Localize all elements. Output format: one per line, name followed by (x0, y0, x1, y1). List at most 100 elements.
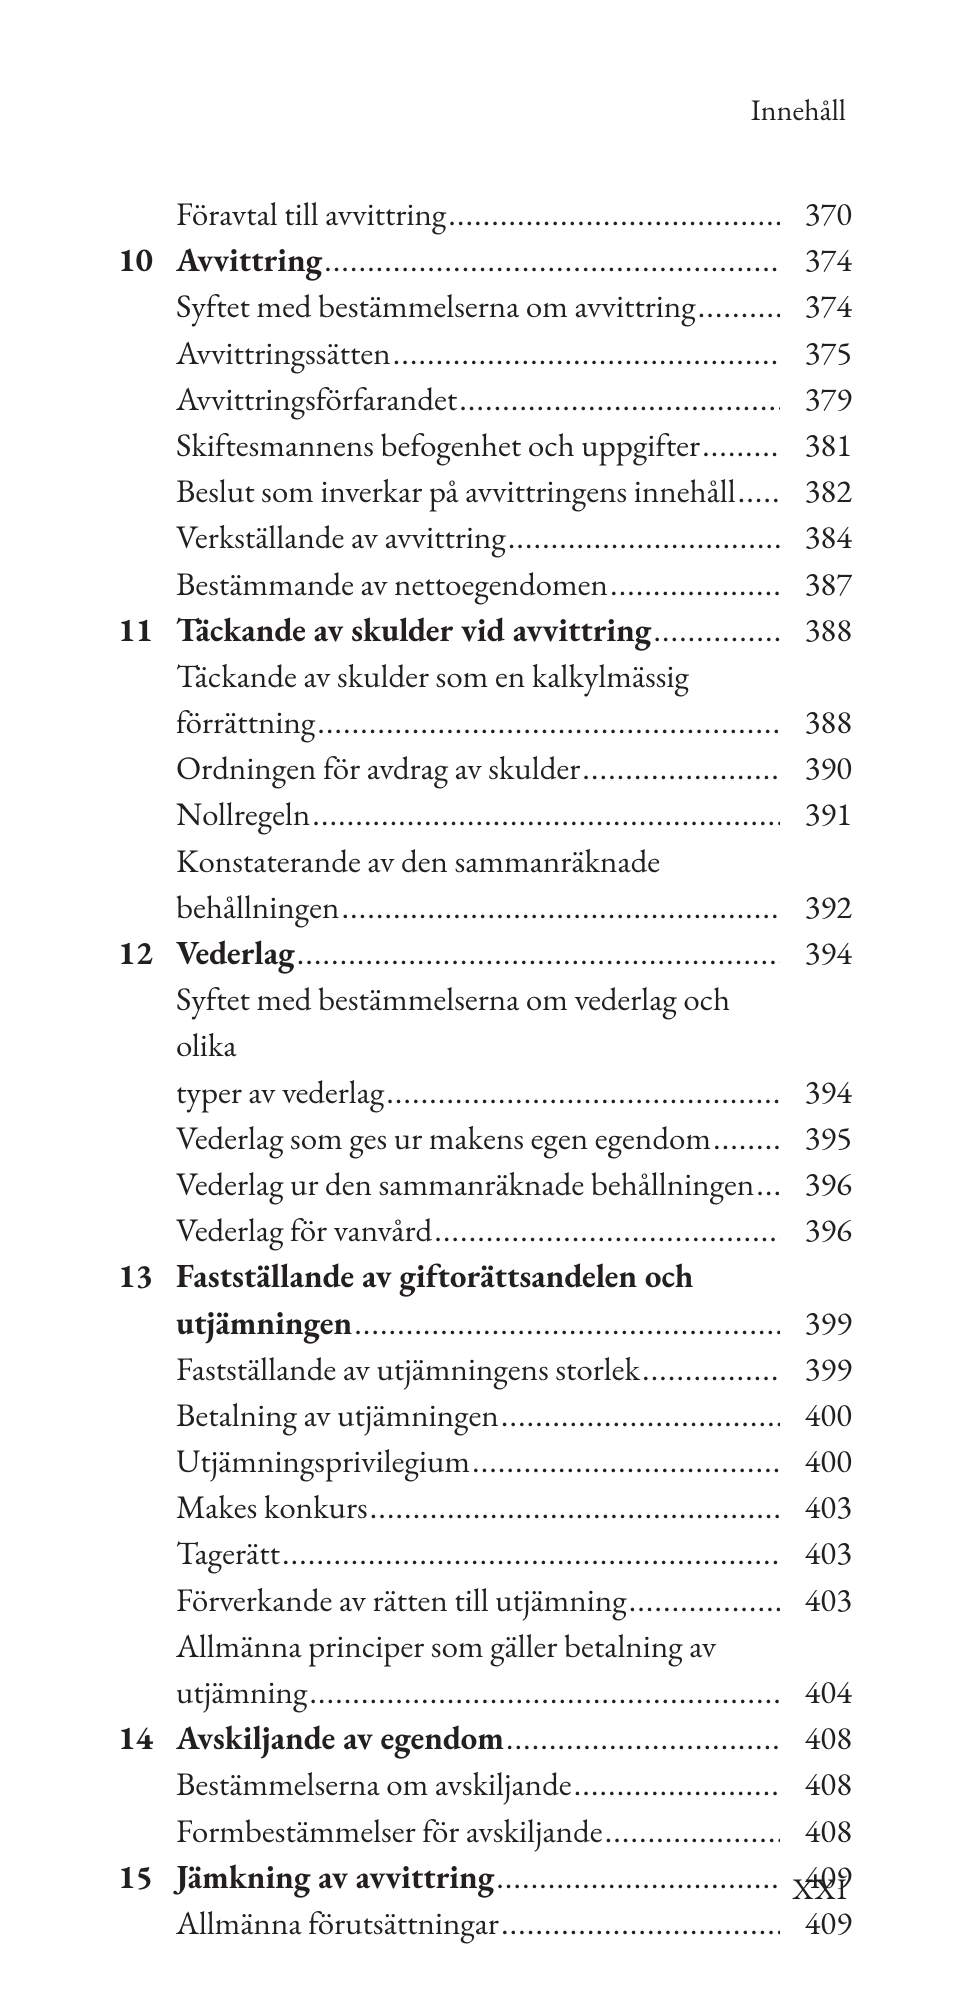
toc-entry-title: behållningen (176, 884, 339, 930)
toc-leader-dots (310, 791, 780, 837)
toc-entry: behållningen392 (118, 884, 852, 930)
toc-entry: Betalning av utjämningen 400 (118, 1392, 852, 1438)
toc-entry-title: Makes konkurs (176, 1484, 368, 1530)
toc-entry-title: Jämkning av avvittring (176, 1854, 494, 1900)
toc-entry-page: 400 (780, 1438, 852, 1484)
toc-entry-number: 14 (118, 1715, 176, 1761)
toc-entry: 11Täckande av skulder vid avvittring388 (118, 607, 852, 653)
toc-entry-number: 15 (118, 1854, 176, 1900)
toc-leader-dots (499, 1900, 780, 1946)
toc-entry-title: Allmänna principer som gäller betalning … (176, 1623, 716, 1669)
toc-entry-page: 375 (780, 330, 852, 376)
toc-leader-dots (499, 1392, 780, 1438)
toc-entry-title: Konstaterande av den sammanräknade (176, 838, 660, 884)
toc-entry: Tagerätt403 (118, 1530, 852, 1576)
toc-entry: Formbestämmelser för avskiljande408 (118, 1808, 852, 1854)
toc-entry-number: 12 (118, 930, 176, 976)
toc-leader-dots (457, 376, 780, 422)
toc-entry-page: 382 (780, 468, 852, 514)
table-of-contents: Föravtal till avvittring37010Avvittring3… (118, 191, 852, 1946)
toc-entry-page: 394 (780, 1069, 852, 1115)
toc-entry-page: 394 (780, 930, 852, 976)
page-folio: XXI (792, 1869, 848, 1908)
toc-leader-dots (696, 283, 780, 329)
toc-entry-page: 379 (780, 376, 852, 422)
toc-entry-title: Föravtal till avvittring (176, 191, 446, 237)
toc-entry: Avvittringsförfarandet 379 (118, 376, 852, 422)
toc-leader-dots (627, 1577, 780, 1623)
toc-leader-dots (307, 1669, 780, 1715)
toc-entry-page: 374 (780, 283, 852, 329)
toc-entry-page: 387 (780, 561, 852, 607)
toc-entry-page: 381 (780, 422, 852, 468)
toc-entry-page: 399 (780, 1346, 852, 1392)
toc-entry: Bestämmelserna om avskiljande408 (118, 1761, 852, 1807)
toc-entry-title: Täckande av skulder som en kalkylmässig (176, 653, 689, 699)
toc-entry-title: Fastställande av utjämningens storlek (176, 1346, 640, 1392)
toc-entry: Skiftesmannens befogenhet och uppgifter 3… (118, 422, 852, 468)
toc-entry-title: Betalning av utjämningen (176, 1392, 499, 1438)
toc-leader-dots (295, 930, 780, 976)
toc-entry-title: Beslut som inverkar på avvittringens inn… (176, 468, 736, 514)
toc-leader-dots (315, 699, 780, 745)
toc-entry: Utjämningsprivilegium 400 (118, 1438, 852, 1484)
toc-entry: Nollregeln391 (118, 791, 852, 837)
toc-entry-page: 404 (780, 1669, 852, 1715)
toc-entry-title: utjämningen (176, 1300, 352, 1346)
toc-entry-page: 400 (780, 1392, 852, 1438)
toc-entry-page: 388 (780, 607, 852, 653)
toc-entry-title: Utjämningsprivilegium (176, 1438, 470, 1484)
toc-entry: 12Vederlag 394 (118, 930, 852, 976)
toc-entry-page: 391 (780, 791, 852, 837)
toc-entry-title: Vederlag för vanvård (176, 1207, 432, 1253)
toc-entry-title: Syftet med bestämmelserna om avvittring (176, 283, 696, 329)
toc-leader-dots (494, 1854, 780, 1900)
toc-entry: typer av vederlag394 (118, 1069, 852, 1115)
toc-entry-title: Avvittring (176, 237, 322, 283)
toc-entry-title: Täckande av skulder vid avvittring (176, 607, 651, 653)
toc-entry: Syftet med bestämmelserna om avvittring 3… (118, 283, 852, 329)
toc-entry-page: 408 (780, 1715, 852, 1761)
toc-entry: Vederlag som ges ur makens egen egendom3… (118, 1115, 852, 1161)
toc-entry-number: 10 (118, 237, 176, 283)
toc-entry-title: Syftet med bestämmelserna om vederlag oc… (176, 976, 756, 1068)
toc-leader-dots (572, 1761, 780, 1807)
toc-entry-number: 13 (118, 1253, 176, 1299)
toc-leader-dots (470, 1438, 780, 1484)
toc-entry-title: Avvittringsförfarandet (176, 376, 457, 422)
toc-leader-dots (504, 1715, 780, 1761)
toc-entry-page: 408 (780, 1761, 852, 1807)
toc-leader-dots (754, 1161, 780, 1207)
toc-entry-page: 403 (780, 1484, 852, 1530)
toc-leader-dots (432, 1207, 780, 1253)
toc-entry-page: 396 (780, 1161, 852, 1207)
toc-entry-page: 388 (780, 699, 852, 745)
toc-leader-dots (368, 1484, 780, 1530)
toc-entry-title: Ordningen för avdrag av skulder (176, 745, 580, 791)
toc-entry: Konstaterande av den sammanräknade (118, 838, 852, 884)
toc-entry-title: Verkställande av avvittring (176, 514, 506, 560)
toc-entry-page: 384 (780, 514, 852, 560)
toc-entry-title: Vederlag (176, 930, 295, 976)
toc-entry-page: 399 (780, 1300, 852, 1346)
toc-entry: Verkställande av avvittring 384 (118, 514, 852, 560)
toc-leader-dots (352, 1300, 780, 1346)
toc-entry: Allmänna förutsättningar409 (118, 1900, 852, 1946)
toc-entry: Ordningen för avdrag av skulder390 (118, 745, 852, 791)
toc-leader-dots (339, 884, 780, 930)
toc-leader-dots (736, 468, 780, 514)
toc-leader-dots (580, 745, 780, 791)
toc-entry-title: Förverkande av rätten till utjämning (176, 1577, 627, 1623)
toc-entry-page: 408 (780, 1808, 852, 1854)
toc-entry: Förverkande av rätten till utjämning403 (118, 1577, 852, 1623)
toc-leader-dots (608, 561, 780, 607)
toc-entry: förrättning388 (118, 699, 852, 745)
toc-leader-dots (322, 237, 780, 283)
toc-entry-title: Skiftesmannens befogenhet och uppgifter (176, 422, 700, 468)
toc-entry: 15Jämkning av avvittring409 (118, 1854, 852, 1900)
toc-entry: Täckande av skulder som en kalkylmässig (118, 653, 852, 699)
toc-entry-page: 396 (780, 1207, 852, 1253)
toc-leader-dots (391, 330, 780, 376)
toc-entry: utjämning404 (118, 1669, 852, 1715)
toc-leader-dots (384, 1069, 780, 1115)
